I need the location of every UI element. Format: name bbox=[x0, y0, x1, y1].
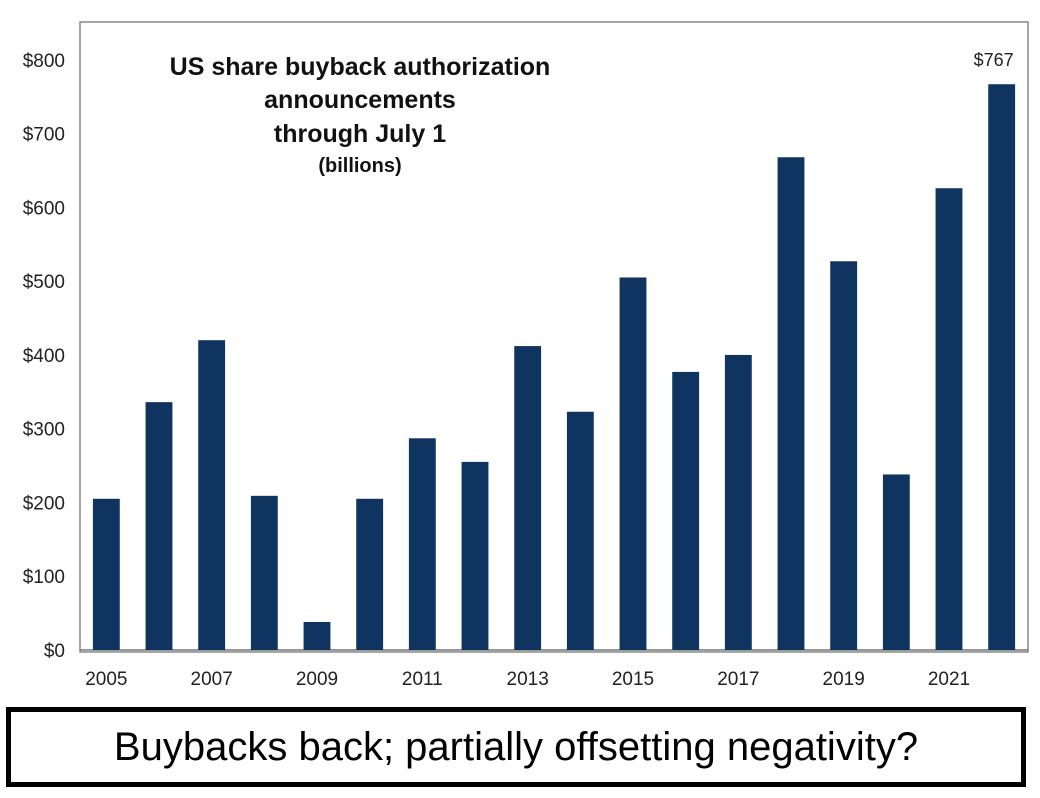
y-tick-label: $0 bbox=[44, 641, 65, 662]
x-tick-label: 2011 bbox=[402, 669, 443, 690]
bar-2007 bbox=[198, 340, 226, 650]
caption-box: Buybacks back; partially offsetting nega… bbox=[6, 707, 1026, 787]
bar-2005 bbox=[92, 498, 120, 650]
y-tick-label: $100 bbox=[23, 567, 65, 588]
x-tick-label: 2017 bbox=[717, 669, 759, 690]
bar-2009 bbox=[303, 621, 331, 650]
y-tick-label: $200 bbox=[23, 493, 65, 514]
y-tick-label: $500 bbox=[23, 272, 65, 293]
bar-2006 bbox=[145, 402, 173, 650]
bar-2018 bbox=[777, 157, 805, 650]
plot-border bbox=[79, 21, 1029, 653]
bar-2013 bbox=[514, 346, 542, 650]
bar-2011 bbox=[408, 438, 436, 650]
bar-chart: $0$100$200$300$400$500$600$700$800 2005 2… bbox=[23, 21, 1029, 690]
chart-title-line-1: US share buyback authorization bbox=[170, 53, 551, 81]
bar-2017 bbox=[724, 354, 752, 650]
bar-2020 bbox=[882, 474, 910, 650]
y-tick-label: $700 bbox=[23, 125, 65, 146]
chart-title-line-3: through July 1 bbox=[274, 120, 446, 148]
bar-2015 bbox=[619, 277, 647, 650]
y-tick-label: $800 bbox=[23, 51, 65, 72]
bar-2014 bbox=[566, 411, 594, 650]
x-tick-label: 2021 bbox=[928, 669, 970, 690]
x-axis: 2005 2007 2009 2011 2013 2015 2017 2019 2021 bbox=[80, 649, 1028, 690]
y-tick-label: $300 bbox=[23, 420, 65, 441]
x-tick-label: 2019 bbox=[823, 669, 865, 690]
chart-title-line-2: announcements bbox=[264, 86, 456, 114]
bar-2019 bbox=[830, 261, 858, 650]
x-tick-label: 2013 bbox=[507, 669, 549, 690]
bar-2012 bbox=[461, 461, 489, 650]
bar-2021 bbox=[935, 188, 963, 650]
caption-text: Buybacks back; partially offsetting nega… bbox=[113, 724, 919, 769]
bar-2022 bbox=[988, 84, 1016, 650]
x-tick-label: 2009 bbox=[296, 669, 338, 690]
x-tick-label: 2005 bbox=[85, 669, 127, 690]
y-tick-label: $400 bbox=[23, 346, 65, 367]
y-tick-label: $600 bbox=[23, 198, 65, 219]
bar-series bbox=[92, 84, 1016, 650]
data-label-2022: $767 bbox=[974, 50, 1014, 70]
chart-title: US share buyback authorization announcem… bbox=[170, 53, 551, 177]
y-axis: $0 $100 $200 $300 $400 $500 $600 $700 $800 bbox=[23, 51, 65, 662]
bar-2010 bbox=[356, 498, 384, 650]
x-tick-label: 2015 bbox=[612, 669, 654, 690]
bar-2016 bbox=[672, 371, 700, 650]
bar-2008 bbox=[250, 495, 278, 650]
chart-subtitle: (billions) bbox=[318, 155, 401, 177]
x-tick-label: 2007 bbox=[191, 669, 233, 690]
